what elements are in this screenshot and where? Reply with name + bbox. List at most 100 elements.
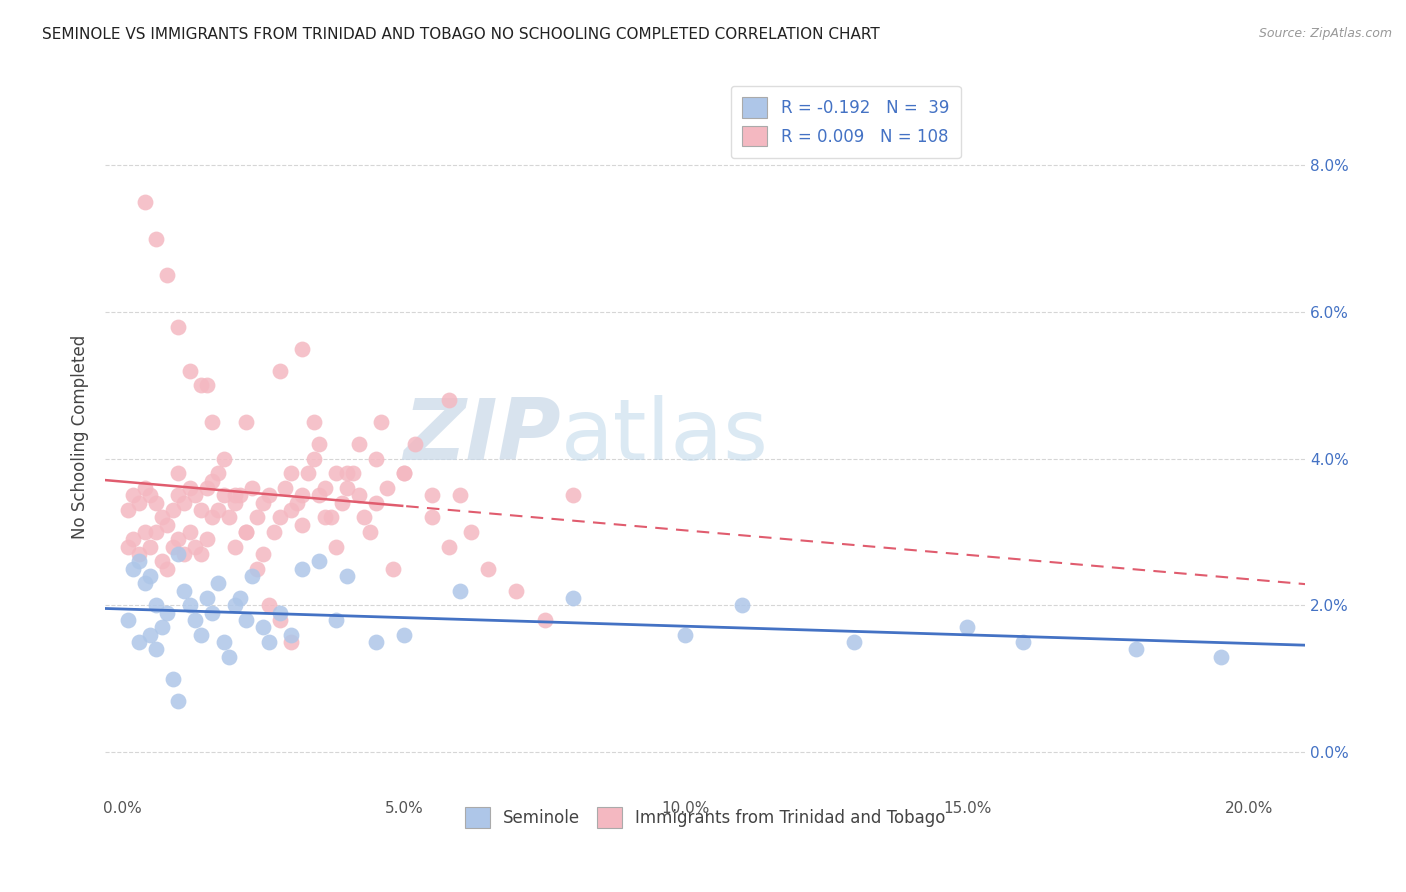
Point: [561, 591, 583, 606]
Point: [240, 569, 263, 583]
Point: [218, 510, 240, 524]
Point: [1125, 642, 1147, 657]
Point: [235, 525, 257, 540]
Point: [145, 525, 167, 540]
Point: [274, 481, 297, 495]
Point: [201, 474, 224, 488]
Point: [336, 481, 359, 495]
Point: [353, 510, 375, 524]
Point: [302, 415, 325, 429]
Point: [229, 488, 252, 502]
Point: [235, 525, 257, 540]
Point: [1012, 635, 1035, 649]
Point: [128, 635, 150, 649]
Point: [139, 569, 162, 583]
Point: [229, 591, 252, 606]
Point: [224, 488, 246, 502]
Point: [308, 554, 330, 568]
Point: [224, 496, 246, 510]
Point: [252, 547, 274, 561]
Point: [533, 613, 555, 627]
Point: [167, 467, 190, 481]
Point: [269, 510, 291, 524]
Point: [139, 628, 162, 642]
Point: [252, 496, 274, 510]
Point: [370, 415, 392, 429]
Point: [190, 547, 212, 561]
Point: [145, 496, 167, 510]
Point: [224, 599, 246, 613]
Point: [156, 517, 179, 532]
Point: [150, 554, 173, 568]
Point: [364, 496, 387, 510]
Point: [1209, 649, 1232, 664]
Point: [392, 628, 415, 642]
Point: [156, 562, 179, 576]
Point: [308, 488, 330, 502]
Point: [184, 613, 207, 627]
Point: [134, 195, 156, 210]
Point: [162, 503, 184, 517]
Point: [117, 540, 139, 554]
Point: [330, 496, 353, 510]
Point: [404, 437, 426, 451]
Point: [117, 613, 139, 627]
Point: [122, 562, 145, 576]
Point: [392, 467, 415, 481]
Point: [167, 694, 190, 708]
Point: [145, 642, 167, 657]
Point: [179, 599, 201, 613]
Text: ZIP: ZIP: [404, 395, 561, 478]
Point: [240, 481, 263, 495]
Point: [342, 467, 364, 481]
Point: [139, 488, 162, 502]
Point: [173, 547, 195, 561]
Point: [505, 583, 527, 598]
Point: [139, 540, 162, 554]
Point: [179, 525, 201, 540]
Point: [381, 562, 404, 576]
Point: [325, 540, 347, 554]
Point: [449, 583, 471, 598]
Point: [291, 517, 314, 532]
Point: [269, 364, 291, 378]
Point: [235, 613, 257, 627]
Point: [195, 591, 218, 606]
Point: [201, 510, 224, 524]
Point: [184, 540, 207, 554]
Point: [269, 613, 291, 627]
Point: [173, 583, 195, 598]
Point: [179, 364, 201, 378]
Point: [347, 488, 370, 502]
Point: [252, 620, 274, 634]
Point: [302, 451, 325, 466]
Point: [257, 635, 280, 649]
Point: [134, 576, 156, 591]
Point: [195, 533, 218, 547]
Point: [150, 620, 173, 634]
Point: [190, 503, 212, 517]
Point: [263, 525, 285, 540]
Point: [128, 547, 150, 561]
Point: [420, 510, 443, 524]
Point: [224, 540, 246, 554]
Point: [122, 533, 145, 547]
Text: Source: ZipAtlas.com: Source: ZipAtlas.com: [1258, 27, 1392, 40]
Point: [347, 437, 370, 451]
Point: [280, 467, 302, 481]
Point: [314, 481, 336, 495]
Point: [167, 488, 190, 502]
Point: [128, 554, 150, 568]
Point: [156, 606, 179, 620]
Point: [325, 467, 347, 481]
Legend: Seminole, Immigrants from Trinidad and Tobago: Seminole, Immigrants from Trinidad and T…: [458, 801, 952, 835]
Point: [212, 488, 235, 502]
Y-axis label: No Schooling Completed: No Schooling Completed: [72, 334, 89, 539]
Point: [207, 576, 229, 591]
Point: [246, 510, 269, 524]
Point: [145, 232, 167, 246]
Point: [257, 488, 280, 502]
Point: [207, 467, 229, 481]
Point: [184, 488, 207, 502]
Point: [359, 525, 381, 540]
